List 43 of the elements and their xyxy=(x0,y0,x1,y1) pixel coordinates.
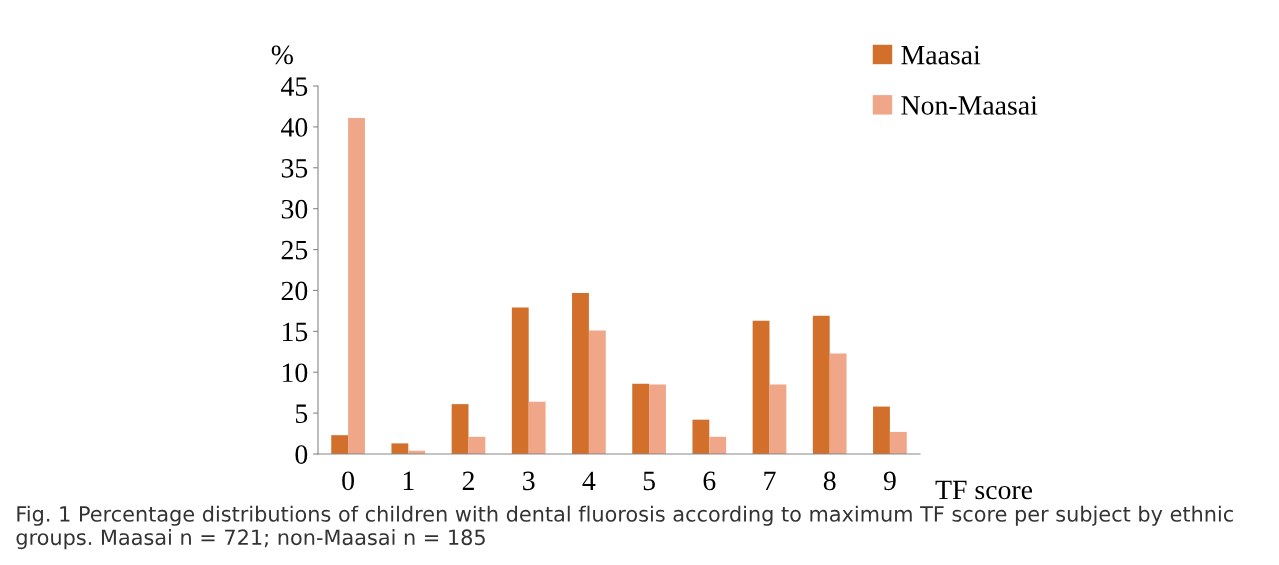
legend-label: Maasai xyxy=(901,45,981,65)
x-tick-label: 0 xyxy=(342,471,354,491)
y-axis-title: % xyxy=(271,45,293,65)
y-tick-label: 10 xyxy=(282,363,308,383)
bar xyxy=(769,384,787,454)
x-tick-label: 8 xyxy=(823,471,836,491)
y-tick-label: 45 xyxy=(281,77,308,96)
caption: Fig. 1 Percentage distributions of children with dental fluorosis according to maximum TF score per subject by ethnic groups. Maasai n = 721; non-Maasai n = 185 xyxy=(16,505,1233,550)
bar xyxy=(348,117,365,454)
bar xyxy=(528,401,546,454)
legend-label: Non-Maasai xyxy=(901,96,1038,115)
y-tick-label: 15 xyxy=(282,322,308,342)
y-tick-label: 40 xyxy=(281,118,308,137)
y-tick-label: 25 xyxy=(281,240,308,260)
x-tick-label: 9 xyxy=(883,471,896,491)
x-tick-label: 3 xyxy=(523,471,535,491)
x-tick-label: 7 xyxy=(764,471,776,490)
x-axis-title: TF score xyxy=(935,480,1033,500)
y-tick-label: 35 xyxy=(281,159,308,178)
x-tick-label: 5 xyxy=(643,471,655,491)
bar xyxy=(812,315,830,454)
bar xyxy=(752,320,770,454)
bar xyxy=(889,431,907,454)
bar xyxy=(588,330,606,454)
y-tick-label: 5 xyxy=(296,404,308,424)
y-tick-label: 0 xyxy=(295,445,308,464)
x-tick-label: 2 xyxy=(462,471,474,490)
bar xyxy=(829,353,847,454)
bar xyxy=(692,419,710,454)
bar xyxy=(572,292,589,454)
y-tick-label: 30 xyxy=(281,199,308,219)
bar xyxy=(873,406,890,454)
x-tick-label: 6 xyxy=(703,471,716,491)
bar xyxy=(451,404,469,454)
bar xyxy=(649,384,666,454)
bar xyxy=(391,443,409,454)
x-tick-label: 1 xyxy=(403,471,414,490)
bar xyxy=(331,435,349,454)
x-tick-label: 4 xyxy=(582,471,596,490)
bar xyxy=(709,436,727,454)
y-tick-label: 20 xyxy=(281,281,308,301)
bar xyxy=(511,307,529,454)
bar xyxy=(632,383,650,454)
